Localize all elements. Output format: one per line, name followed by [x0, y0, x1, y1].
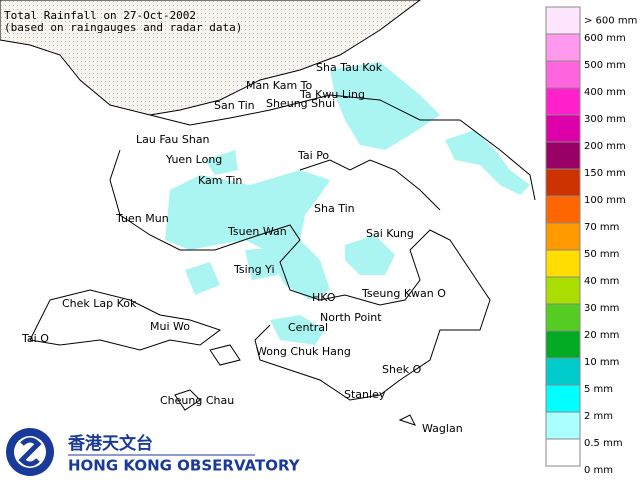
- place-label: Sha Tau Kok: [316, 61, 383, 74]
- place-label: Ta Kwu Ling: [299, 88, 365, 101]
- place-label: HKO: [312, 291, 336, 304]
- legend-swatch: [545, 168, 581, 197]
- legend-swatch: [545, 222, 581, 251]
- place-label: Tsuen Wan: [227, 225, 287, 238]
- legend-label: 0 mm: [584, 465, 613, 476]
- place-label: Yuen Long: [165, 153, 222, 166]
- logo-english: HONG KONG OBSERVATORY: [68, 457, 301, 475]
- place-label: Tseung Kwan O: [361, 287, 446, 300]
- place-label: Shek O: [382, 363, 422, 376]
- legend-swatch: [545, 60, 581, 89]
- legend-label: 50 mm: [584, 249, 619, 260]
- place-label: Waglan: [422, 422, 463, 435]
- legend-swatch: [545, 303, 581, 332]
- place-label: Mui Wo: [150, 320, 190, 333]
- logo-chinese: 香港天文台: [68, 433, 153, 454]
- legend-label: 20 mm: [584, 330, 619, 341]
- place-label: North Point: [320, 311, 382, 324]
- legend: > 600 mm 600 mm 500 mm 400 mm 300 mm 200 mm 15…: [545, 6, 637, 476]
- legend-swatch: [545, 330, 581, 359]
- legend-swatch: [545, 411, 581, 440]
- legend-swatch: [545, 276, 581, 305]
- legend-swatch: [545, 141, 581, 170]
- place-label: Cheung Chau: [160, 394, 234, 407]
- place-label: Lau Fau Shan: [136, 133, 210, 146]
- place-label: Man Kam To: [246, 79, 313, 92]
- rainfall-areas: [165, 62, 530, 345]
- legend-label: 150 mm: [584, 168, 626, 179]
- legend-swatch: [545, 384, 581, 413]
- legend-swatch: [545, 114, 581, 143]
- legend-swatch: [545, 6, 581, 35]
- legend-label: 600 mm: [584, 33, 626, 44]
- place-label: Tai Po: [297, 149, 329, 162]
- place-label: Sha Tin: [314, 202, 355, 215]
- legend-label: 500 mm: [584, 60, 626, 71]
- legend-swatch: [545, 249, 581, 278]
- place-label: Tsing Yi: [233, 263, 275, 276]
- place-label: Tai O: [21, 332, 49, 345]
- legend-label: 400 mm: [584, 87, 626, 98]
- legend-label: > 600 mm: [584, 16, 637, 27]
- legend-swatch: [545, 357, 581, 386]
- place-label: Wong Chuk Hang: [256, 345, 351, 358]
- legend-swatch: [545, 438, 581, 467]
- legend-label: 0.5 mm: [584, 438, 623, 449]
- legend-label: 300 mm: [584, 114, 626, 125]
- place-label: Sheung Shui: [266, 97, 335, 110]
- title: Total Rainfall on 27-Oct-2002 (based on …: [4, 9, 242, 34]
- logo: 香港天文台 HONG KONG OBSERVATORY: [6, 428, 301, 476]
- coastline: [29, 94, 536, 426]
- legend-swatch: [545, 195, 581, 224]
- title-line: (based on raingauges and radar data): [4, 21, 242, 34]
- place-label: Sai Kung: [366, 227, 414, 240]
- place-label: Central: [288, 321, 328, 334]
- legend-label: 10 mm: [584, 357, 619, 368]
- place-label: San Tin: [214, 99, 255, 112]
- place-label: Chek Lap Kok: [62, 297, 137, 310]
- title-line: Total Rainfall on 27-Oct-2002: [4, 9, 196, 22]
- place-label: Kam Tin: [198, 174, 242, 187]
- legend-label: 2 mm: [584, 411, 613, 422]
- legend-label: 70 mm: [584, 222, 619, 233]
- legend-swatch: [545, 87, 581, 116]
- legend-label: 30 mm: [584, 303, 619, 314]
- place-label: Tuen Mun: [115, 212, 169, 225]
- legend-label: 40 mm: [584, 276, 619, 287]
- legend-swatch: [545, 33, 581, 62]
- legend-label: 200 mm: [584, 141, 626, 152]
- mainland: [0, 0, 421, 116]
- legend-label: 5 mm: [584, 384, 613, 395]
- place-label: Stanley: [344, 388, 386, 401]
- legend-label: 100 mm: [584, 195, 626, 206]
